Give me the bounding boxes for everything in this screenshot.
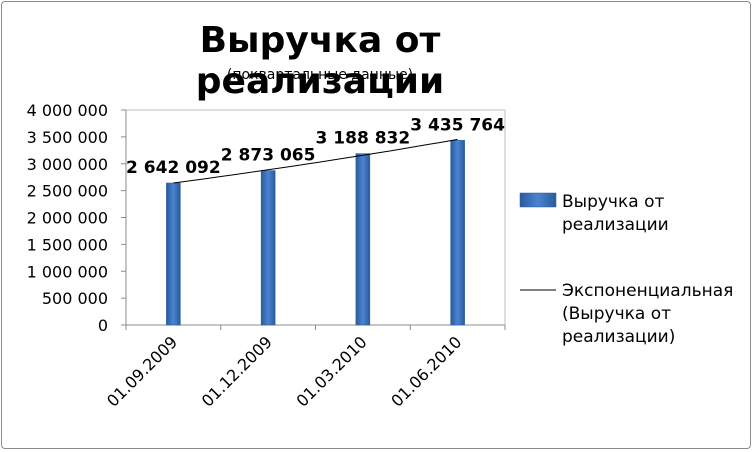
- legend-label: Экспоненциальная: [562, 281, 733, 301]
- y-tick-label: 1 500 000: [27, 235, 108, 254]
- y-tick-label: 3 500 000: [27, 128, 108, 147]
- legend-label: реализации: [562, 215, 669, 235]
- bar: [355, 153, 371, 326]
- data-label: 2 873 065: [221, 146, 316, 166]
- y-tick-label: 0: [98, 316, 108, 335]
- x-tick-label: 01.12.2009: [198, 332, 276, 410]
- x-tick-label: 01.06.2010: [387, 332, 465, 410]
- trendline: [173, 138, 458, 184]
- data-label: 2 642 092: [126, 158, 221, 178]
- y-tick-label: 4 000 000: [27, 101, 108, 120]
- y-tick-label: 500 000: [42, 289, 108, 308]
- data-label: 3 435 764: [410, 115, 505, 135]
- bar: [166, 182, 181, 326]
- legend-label: (Выручка от: [562, 304, 671, 324]
- x-tick-label: 01.03.2010: [292, 332, 370, 410]
- y-tick-label: 2 000 000: [27, 209, 108, 228]
- y-tick-label: 2 500 000: [27, 182, 108, 201]
- legend-swatch-bar: [519, 192, 557, 208]
- y-tick-label: 3 000 000: [27, 155, 108, 174]
- legend-label: Выручка от: [562, 192, 664, 212]
- chart-subtitle: (поквартальные данные): [226, 67, 414, 83]
- bar: [450, 140, 465, 326]
- legend-label: реализации): [562, 327, 675, 347]
- y-tick-label: 1 000 000: [27, 262, 108, 281]
- chart-title: Выручка от реализации: [195, 20, 445, 102]
- x-tick-label: 01.09.2009: [103, 332, 181, 410]
- data-label: 3 188 832: [316, 129, 411, 149]
- bar: [260, 170, 276, 326]
